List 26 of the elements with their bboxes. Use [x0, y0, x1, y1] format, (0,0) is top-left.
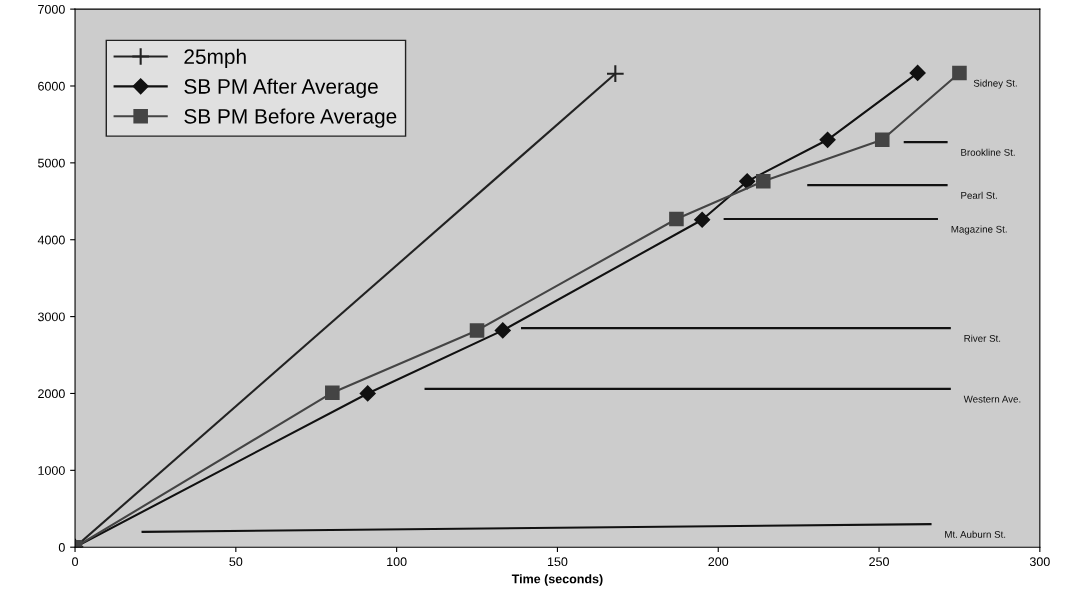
y-tick-label: 2000 — [38, 389, 65, 399]
y-tick-label: 1000 — [38, 466, 65, 475]
y-tick-label: 5000 — [38, 158, 65, 168]
y-tick-label: 3000 — [37, 312, 65, 322]
y-tick-label: 6000 — [38, 81, 65, 91]
y-tick-label: 0 — [58, 543, 65, 552]
x-tick-label: 300 — [1029, 557, 1050, 567]
x-tick-label: 250 — [869, 557, 889, 567]
legend-label: 25mph — [184, 48, 246, 69]
x-tick-label: 150 — [547, 557, 568, 567]
annotation: Pearl St. — [961, 191, 997, 199]
x-tick-label: 200 — [708, 557, 729, 567]
y-tick-label: 7000 — [38, 4, 65, 14]
legend-label: SB PM After Average — [184, 78, 378, 98]
legend-label: SB PM Before Average — [184, 108, 397, 128]
annotation: Magazine St. — [951, 225, 1007, 235]
y-tick-label: 4000 — [37, 235, 65, 245]
annotation: Brookline St. — [961, 148, 1015, 156]
x-tick-label: 0 — [72, 557, 79, 567]
annotation: River St. — [964, 334, 1001, 342]
annotation: Mt. Auburn St. — [945, 530, 1006, 538]
x-axis-title: Time (seconds) — [511, 574, 603, 586]
annotation: Western Ave. — [963, 395, 1021, 403]
x-tick-label: 50 — [229, 557, 243, 567]
annotation: Sidney St. — [973, 79, 1017, 89]
x-tick-label: 100 — [387, 557, 407, 567]
